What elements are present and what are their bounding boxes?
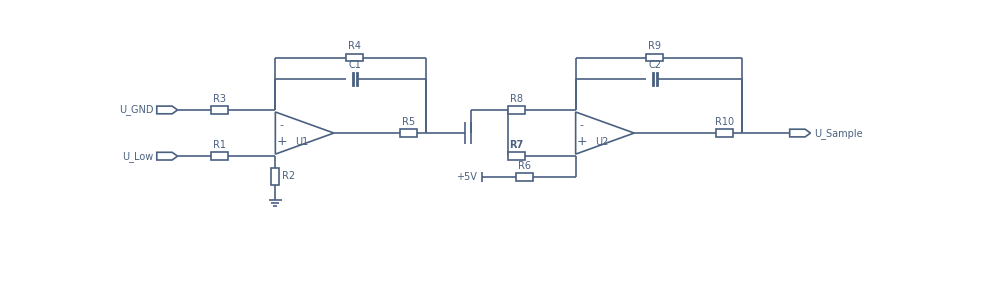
Text: R7: R7 <box>509 140 523 150</box>
Text: R5: R5 <box>402 117 415 127</box>
Text: -: - <box>580 120 584 130</box>
Text: R4: R4 <box>348 41 361 51</box>
Text: +: + <box>576 135 587 148</box>
Text: C2: C2 <box>648 60 661 70</box>
Text: R10: R10 <box>715 117 734 127</box>
Bar <box>508 106 525 114</box>
Text: R9: R9 <box>648 41 661 51</box>
Text: U_Sample: U_Sample <box>814 128 863 139</box>
Bar <box>508 152 525 160</box>
Bar <box>211 152 228 160</box>
Text: -: - <box>280 120 284 130</box>
Text: R2: R2 <box>282 171 295 181</box>
Text: U1: U1 <box>295 137 308 147</box>
Polygon shape <box>275 112 334 154</box>
Polygon shape <box>157 152 178 160</box>
Text: U_Low: U_Low <box>122 151 154 162</box>
Bar <box>646 54 663 62</box>
Polygon shape <box>576 112 634 154</box>
Bar <box>716 129 733 137</box>
Bar <box>516 173 533 181</box>
Bar <box>211 106 228 114</box>
Text: R1: R1 <box>213 140 226 150</box>
Polygon shape <box>157 106 178 114</box>
Text: U2: U2 <box>595 137 609 147</box>
Text: R8: R8 <box>510 94 523 104</box>
Text: C1: C1 <box>348 60 361 70</box>
Bar <box>271 168 279 185</box>
Text: U_GND: U_GND <box>119 105 154 115</box>
Text: +: + <box>276 135 287 148</box>
Bar <box>346 54 363 62</box>
Bar <box>400 129 417 137</box>
Text: R6: R6 <box>518 161 531 171</box>
Polygon shape <box>790 129 810 137</box>
Text: R3: R3 <box>213 94 226 104</box>
Text: +5V: +5V <box>456 172 477 182</box>
